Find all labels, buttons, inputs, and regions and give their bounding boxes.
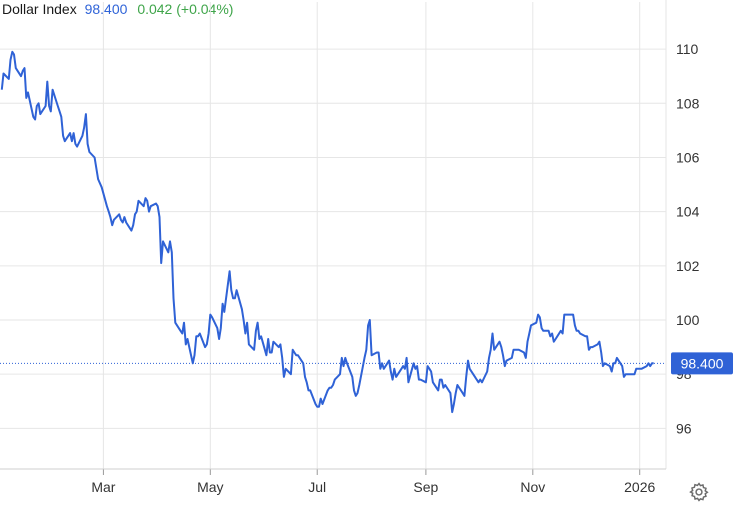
last-price-label: 98.400 <box>0 352 733 375</box>
x-axis: Mar May Jul Sep Nov 2026 <box>0 468 666 495</box>
chart-header: Dollar Index 98.400 0.042 (+0.04%) <box>2 1 233 17</box>
y-tick-label: 100 <box>676 312 700 328</box>
y-tick-label: 102 <box>676 258 700 274</box>
y-tick-label: 106 <box>676 149 700 165</box>
price-change: 0.042 (+0.04%) <box>137 1 233 17</box>
price-change-value: 0.042 <box>137 1 173 17</box>
x-tick-label: 2026 <box>624 479 655 495</box>
x-tick-label: Jul <box>308 479 326 495</box>
current-price: 98.400 <box>84 1 128 17</box>
y-tick-label: 110 <box>676 41 699 57</box>
x-tick-label: May <box>197 479 223 495</box>
last-price-badge <box>671 352 733 375</box>
price-change-percent: (+0.04%) <box>176 1 234 17</box>
price-series <box>0 50 654 414</box>
y-tick-label: 104 <box>676 204 700 220</box>
y-tick-label: 108 <box>676 95 700 111</box>
x-tick-label: Mar <box>91 479 115 495</box>
series-line <box>0 50 654 414</box>
gear-icon[interactable] <box>688 481 710 503</box>
instrument-name: Dollar Index <box>2 1 77 17</box>
x-tick-label: Nov <box>520 479 545 495</box>
chart-grid <box>0 0 667 469</box>
x-tick-label: Sep <box>413 479 438 495</box>
y-tick-label: 96 <box>676 420 692 436</box>
last-price-text: 98.400 <box>681 355 724 371</box>
y-axis: 9698100102104106108110 <box>676 41 700 436</box>
